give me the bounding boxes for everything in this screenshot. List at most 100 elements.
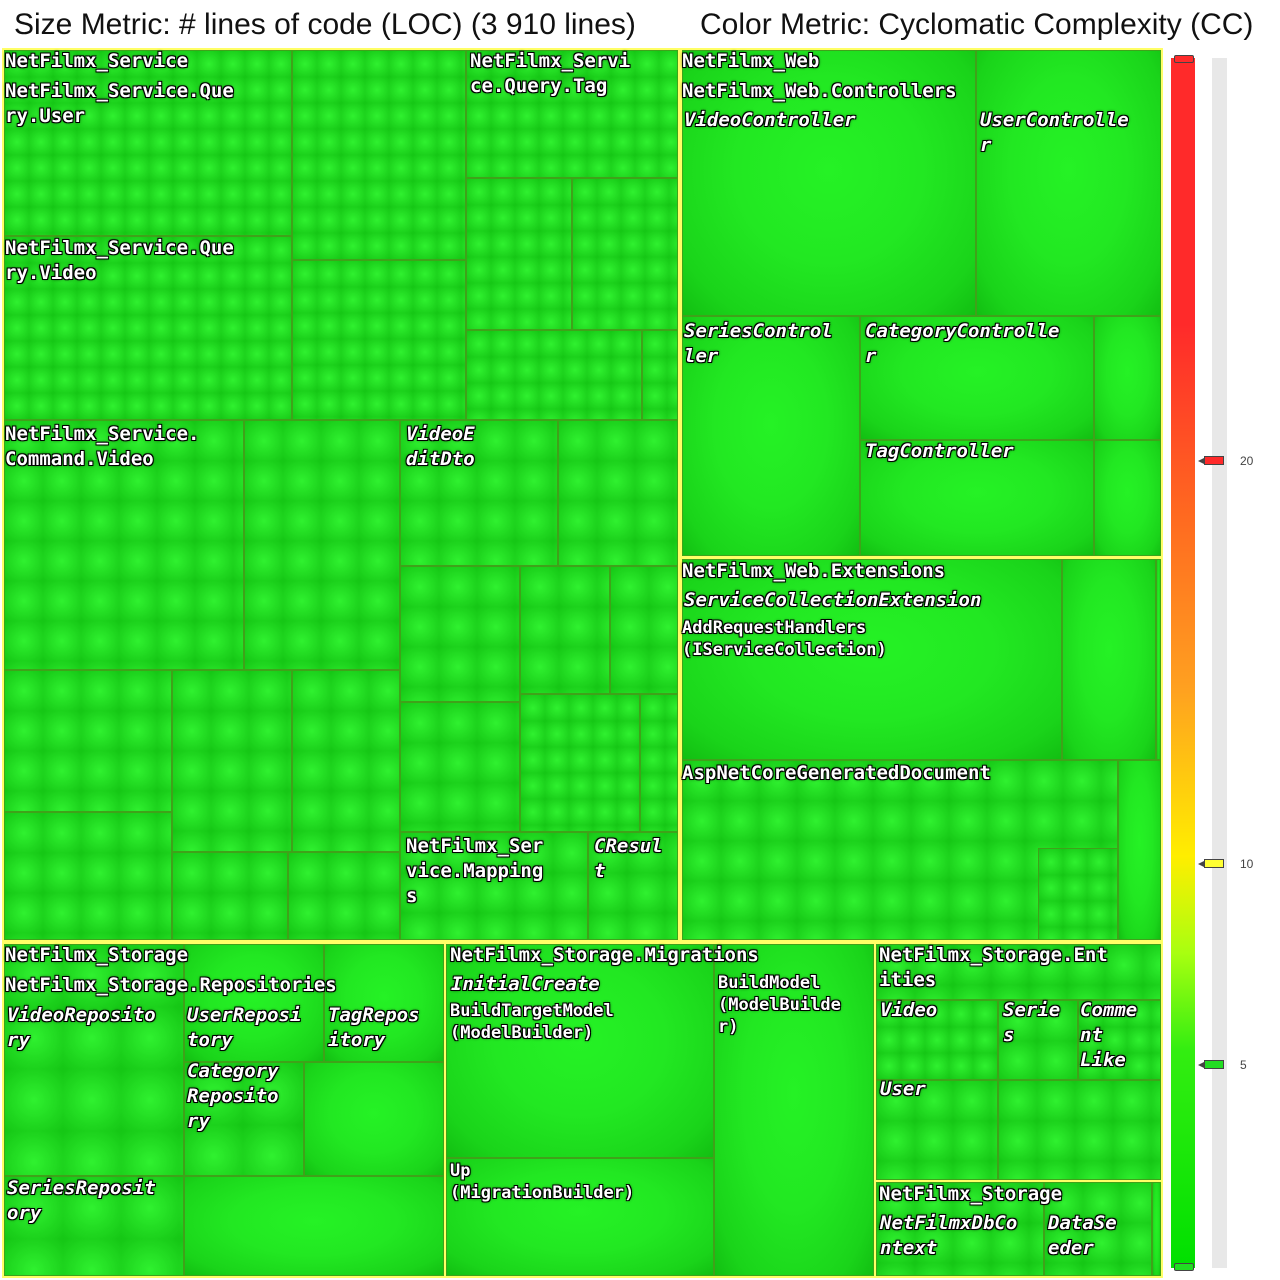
service-block-d[interactable]	[572, 178, 678, 330]
web-controller-small[interactable]	[1094, 316, 1161, 440]
service-block-s[interactable]	[172, 852, 288, 940]
label-storage-entities: NetFilmx_Storage.Ent ities	[879, 944, 1108, 991]
divider-storage	[2, 940, 1163, 944]
divider-repos-migrations	[444, 944, 446, 1278]
storage-build-target-model[interactable]	[446, 944, 714, 1158]
storage-series-repository[interactable]	[4, 1176, 184, 1276]
label-entity-user: User	[880, 1078, 926, 1100]
storage-tag-repository[interactable]	[324, 944, 444, 1062]
storage-category-repository[interactable]	[184, 1062, 304, 1176]
storage-data-seeder[interactable]	[1044, 1182, 1152, 1276]
label-storage-namespace: NetFilmx_Storage	[879, 1183, 1063, 1205]
label-db-context: NetFilmxDbCo ntext	[880, 1212, 1018, 1259]
color-gradient-bar	[1171, 58, 1195, 1268]
color-legend[interactable]: 20 10 5	[1163, 48, 1280, 1280]
threshold-slider-track[interactable]	[1212, 58, 1227, 1268]
service-block-m[interactable]	[520, 566, 610, 694]
web-controller-small-2[interactable]	[1094, 440, 1161, 556]
service-mapping-block[interactable]	[400, 832, 588, 940]
web-extensions-block[interactable]	[682, 559, 1062, 760]
service-block-f[interactable]	[642, 330, 678, 420]
label-user-controller: UserControlle r	[980, 109, 1129, 156]
service-block-b[interactable]	[292, 260, 466, 420]
storage-entity-series[interactable]	[998, 1000, 1078, 1080]
storage-up[interactable]	[446, 1158, 714, 1276]
service-block-j[interactable]	[172, 670, 292, 852]
service-block-g[interactable]	[244, 420, 400, 670]
label-series-controller: SeriesControl ler	[684, 320, 833, 367]
service-block-r[interactable]	[4, 812, 172, 940]
max-handle[interactable]	[1174, 55, 1194, 63]
divider-entities-storage	[876, 1180, 1163, 1182]
divider-migrations-entities	[874, 944, 876, 1278]
service-block-o[interactable]	[400, 702, 520, 832]
threshold-marker-10[interactable]	[1198, 859, 1224, 868]
service-block-q[interactable]	[640, 694, 678, 832]
header: Size Metric: # lines of code (LOC) (3 91…	[0, 0, 1280, 48]
service-block-i[interactable]	[4, 670, 172, 812]
service-video-edit-dto-block[interactable]	[400, 420, 558, 566]
service-cresult-block[interactable]	[588, 832, 678, 940]
label-initial-create: InitialCreate	[451, 973, 600, 995]
service-block-h[interactable]	[558, 420, 678, 566]
storage-entities-block[interactable]	[876, 944, 1161, 1000]
label-service-command-video: NetFilmx_Service. Command.Video	[5, 423, 200, 470]
storage-sliver[interactable]	[1152, 1182, 1161, 1276]
service-query-tag-block[interactable]	[466, 50, 678, 178]
label-entity-comment-like: Comme nt Like	[1080, 999, 1138, 1071]
storage-entity-block[interactable]	[998, 1080, 1161, 1180]
web-video-controller[interactable]	[682, 50, 976, 316]
service-query-user-block[interactable]	[4, 50, 292, 236]
threshold-marker-5[interactable]	[1198, 1060, 1224, 1069]
label-video-edit-dto: VideoE ditDto	[406, 423, 475, 470]
storage-entity-comment-like[interactable]	[1078, 1000, 1161, 1080]
service-block-p[interactable]	[520, 694, 640, 832]
label-service-mapping: NetFilmx_Ser vice.Mapping s	[406, 835, 544, 907]
web-tag-controller[interactable]	[860, 440, 1094, 556]
label-netfilmx-web: NetFilmx_Web	[682, 50, 820, 72]
label-build-target-model: BuildTargetModel (ModelBuilder)	[450, 1001, 614, 1043]
storage-repo-block-2[interactable]	[184, 1176, 444, 1276]
min-handle[interactable]	[1174, 1263, 1194, 1271]
label-service-query-user: NetFilmx_Service.Que ry.User	[5, 80, 234, 127]
label-web-controllers: NetFilmx_Web.Controllers	[682, 80, 957, 102]
tick-label-5: 5	[1240, 1058, 1247, 1072]
color-metric-label[interactable]: Color Metric: Cyclomatic Complexity (CC)	[700, 8, 1254, 41]
label-storage-migrations: NetFilmx_Storage.Migrations	[450, 944, 759, 966]
storage-entity-video[interactable]	[876, 1000, 998, 1080]
service-block-l[interactable]	[400, 566, 520, 702]
web-extensions-sliver[interactable]	[1156, 559, 1161, 760]
web-aspnet-block-2[interactable]	[1118, 760, 1161, 940]
label-build-model: BuildModel (ModelBuilde r)	[718, 973, 841, 1037]
label-entity-video: Video	[880, 999, 938, 1021]
web-series-controller[interactable]	[682, 316, 860, 556]
service-block-n[interactable]	[610, 566, 678, 694]
storage-user-repository[interactable]	[184, 944, 324, 1062]
storage-video-repository[interactable]	[4, 944, 184, 1176]
label-entity-series: Serie s	[1003, 999, 1061, 1046]
web-extensions-block-2[interactable]	[1062, 559, 1156, 760]
storage-entity-user[interactable]	[876, 1080, 998, 1180]
label-video-repository: VideoReposito ry	[7, 1004, 156, 1051]
label-video-controller: VideoController	[684, 109, 856, 131]
service-block-e[interactable]	[466, 330, 642, 420]
service-block-t[interactable]	[288, 852, 400, 940]
web-category-controller[interactable]	[860, 316, 1094, 440]
label-aspnet-generated: AspNetCoreGeneratedDocument	[682, 762, 991, 784]
size-metric-label[interactable]: Size Metric: # lines of code (LOC) (3 91…	[14, 8, 636, 41]
service-query-video-block[interactable]	[4, 236, 292, 420]
label-cresult: CResul t	[594, 835, 663, 882]
web-aspnet-small-grid[interactable]	[1038, 848, 1118, 940]
storage-build-model[interactable]	[714, 944, 874, 1276]
divider-service-web	[678, 48, 682, 940]
service-block-c[interactable]	[466, 178, 572, 330]
service-block-a[interactable]	[292, 50, 466, 260]
threshold-marker-20[interactable]	[1198, 456, 1224, 465]
storage-repo-block[interactable]	[304, 1062, 444, 1176]
service-block-k[interactable]	[292, 670, 400, 852]
service-command-video-block[interactable]	[4, 420, 244, 670]
treemap[interactable]: NetFilmx_Service NetFilmx_Service.Que ry…	[2, 48, 1163, 1278]
web-user-controller[interactable]	[976, 50, 1161, 316]
label-add-request-handlers: AddRequestHandlers (IServiceCollection)	[682, 618, 887, 660]
storage-db-context[interactable]	[876, 1182, 1044, 1276]
